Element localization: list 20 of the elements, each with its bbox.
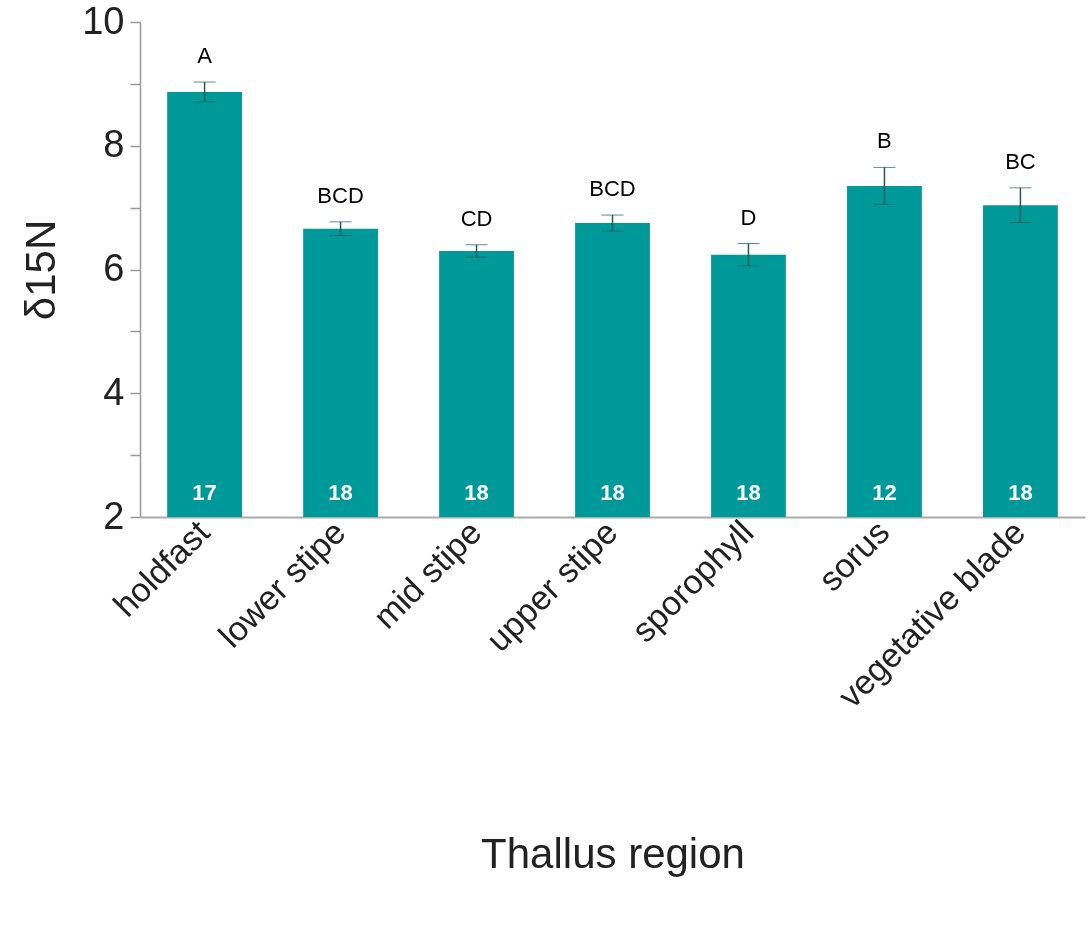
y-tick-label: 10 — [82, 0, 125, 42]
y-tick-label: 4 — [103, 370, 125, 413]
annotation: 18 — [464, 480, 489, 505]
annotation: 18 — [328, 480, 353, 505]
y-tick-label: 8 — [103, 123, 125, 166]
annotation: 18 — [600, 480, 625, 505]
annotation: 12 — [872, 480, 897, 505]
annotation: A — [197, 43, 213, 69]
x-axis-title: Thallus region — [481, 829, 745, 877]
annotation: BCD — [317, 182, 364, 208]
annotation: CD — [460, 205, 493, 231]
annotation: 18 — [1008, 480, 1033, 505]
y-axis-title: δ15N — [17, 219, 65, 321]
annotation: 17 — [192, 480, 217, 505]
y-tick-label: 6 — [103, 247, 125, 289]
annotation: 18 — [736, 480, 761, 505]
annotation: BC — [1005, 148, 1036, 174]
annotation: BCD — [589, 176, 636, 202]
annotation: D — [740, 204, 757, 230]
annotation: B — [877, 128, 892, 154]
